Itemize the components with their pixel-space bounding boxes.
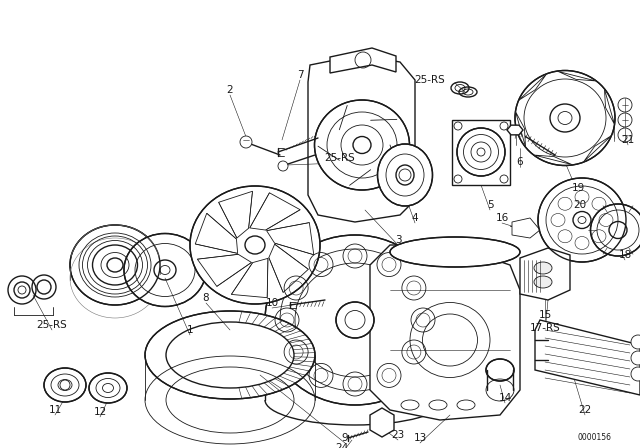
Circle shape xyxy=(631,335,640,349)
Polygon shape xyxy=(520,248,570,300)
Polygon shape xyxy=(197,254,252,286)
Text: 20: 20 xyxy=(573,200,587,210)
Text: 3: 3 xyxy=(395,235,401,245)
Text: 1: 1 xyxy=(187,325,193,335)
Text: 19: 19 xyxy=(572,183,584,193)
Ellipse shape xyxy=(591,204,640,256)
Text: 21: 21 xyxy=(621,135,635,145)
Text: 5: 5 xyxy=(486,200,493,210)
Circle shape xyxy=(618,113,632,127)
Polygon shape xyxy=(584,136,611,162)
Circle shape xyxy=(631,367,640,381)
Text: 18: 18 xyxy=(618,250,632,260)
Polygon shape xyxy=(308,55,415,222)
Text: 23: 23 xyxy=(392,430,404,440)
Text: 22: 22 xyxy=(579,405,591,415)
Ellipse shape xyxy=(538,178,626,262)
Polygon shape xyxy=(231,258,268,297)
Ellipse shape xyxy=(378,144,433,206)
Polygon shape xyxy=(535,320,640,395)
Text: 24: 24 xyxy=(335,443,349,448)
Text: 7: 7 xyxy=(297,70,303,80)
Text: 4: 4 xyxy=(412,213,419,223)
Polygon shape xyxy=(330,48,396,73)
Polygon shape xyxy=(370,408,394,437)
Ellipse shape xyxy=(336,302,374,338)
Text: 25-RS: 25-RS xyxy=(36,320,67,330)
Text: 10: 10 xyxy=(266,298,278,308)
Text: 2: 2 xyxy=(227,85,234,95)
Ellipse shape xyxy=(390,237,520,267)
Ellipse shape xyxy=(534,262,552,274)
Polygon shape xyxy=(534,155,572,164)
Circle shape xyxy=(278,161,288,171)
Polygon shape xyxy=(518,74,546,100)
Text: 17-RS: 17-RS xyxy=(530,323,561,333)
Text: 11: 11 xyxy=(49,405,61,415)
Polygon shape xyxy=(195,213,237,254)
Text: 15: 15 xyxy=(538,310,552,320)
Text: 25-RS: 25-RS xyxy=(415,75,445,85)
Polygon shape xyxy=(512,218,540,238)
Ellipse shape xyxy=(190,186,320,304)
Ellipse shape xyxy=(457,128,505,176)
Ellipse shape xyxy=(70,225,160,305)
Circle shape xyxy=(631,351,640,365)
Text: 9: 9 xyxy=(342,433,348,443)
Polygon shape xyxy=(507,125,523,135)
Text: 16: 16 xyxy=(495,213,509,223)
Text: 12: 12 xyxy=(93,407,107,417)
Polygon shape xyxy=(515,112,525,147)
Ellipse shape xyxy=(44,368,86,402)
Circle shape xyxy=(240,136,252,148)
Polygon shape xyxy=(219,191,253,238)
Polygon shape xyxy=(370,245,520,420)
Ellipse shape xyxy=(534,276,552,288)
Ellipse shape xyxy=(89,373,127,403)
Polygon shape xyxy=(267,223,314,255)
Text: 8: 8 xyxy=(203,293,209,303)
Polygon shape xyxy=(604,89,614,125)
Ellipse shape xyxy=(486,359,514,381)
Circle shape xyxy=(618,128,632,142)
Circle shape xyxy=(618,98,632,112)
Text: 13: 13 xyxy=(413,433,427,443)
Text: 6: 6 xyxy=(516,157,524,167)
Polygon shape xyxy=(250,193,300,230)
Ellipse shape xyxy=(265,235,445,405)
Text: 25-RS: 25-RS xyxy=(324,153,355,163)
Text: 0000156: 0000156 xyxy=(578,434,612,443)
Ellipse shape xyxy=(124,233,206,306)
Ellipse shape xyxy=(314,100,410,190)
Text: 14: 14 xyxy=(499,393,511,403)
Polygon shape xyxy=(558,71,596,81)
Polygon shape xyxy=(269,244,308,293)
Ellipse shape xyxy=(145,311,315,399)
Polygon shape xyxy=(452,120,510,185)
Ellipse shape xyxy=(515,70,615,165)
